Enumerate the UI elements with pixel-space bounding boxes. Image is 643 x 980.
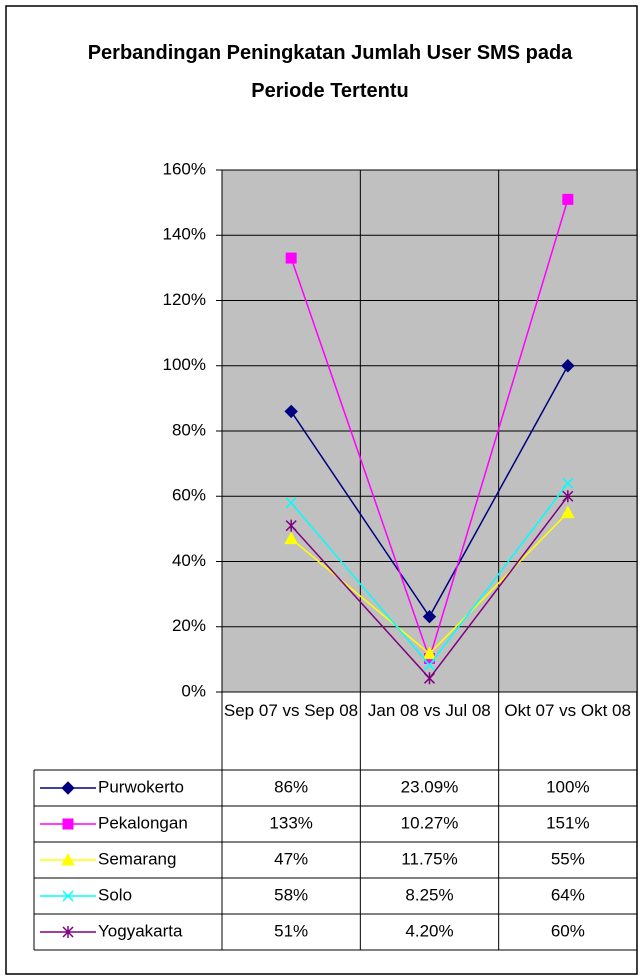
table-value: 64%	[551, 885, 585, 904]
y-tick-label: 0%	[181, 681, 206, 700]
x-tick-label: Okt 07 vs Okt 08	[499, 696, 637, 726]
legend-label: Pekalongan	[98, 813, 188, 832]
y-tick-label: 120%	[163, 290, 206, 309]
table-value: 133%	[269, 813, 312, 832]
table-value: 10.27%	[401, 813, 459, 832]
y-tick-label: 140%	[163, 225, 206, 244]
table-value: 11.75%	[401, 849, 457, 868]
table-value: 55%	[551, 849, 585, 868]
table-value: 47%	[274, 849, 308, 868]
table-value: 86%	[274, 777, 308, 796]
table-value: 151%	[546, 813, 589, 832]
y-tick-label: 80%	[172, 420, 206, 439]
table-value: 4.20%	[405, 921, 453, 940]
y-tick-label: 160%	[163, 159, 206, 178]
x-tick-label: Jan 08 vs Jul 08	[360, 696, 498, 726]
marker	[563, 194, 573, 204]
table-value: 8.25%	[405, 885, 453, 904]
legend-label: Semarang	[98, 849, 176, 868]
chart: 0% 20% 40% 60% 80% 100% 120% 140% 160% Purwokerto…	[0, 0, 643, 980]
legend-label: Solo	[98, 885, 132, 904]
y-tick-label: 100%	[163, 355, 206, 374]
y-tick-label: 60%	[172, 486, 206, 505]
y-tick-label: 20%	[172, 616, 206, 635]
table-value: 58%	[274, 885, 308, 904]
table-value: 23.09%	[401, 777, 459, 796]
y-tick-label: 40%	[172, 551, 206, 570]
legend-label: Yogyakarta	[98, 921, 183, 940]
marker	[63, 819, 73, 829]
chart-page: 0% 20% 40% 60% 80% 100% 120% 140% 160% Purwokerto…	[0, 0, 643, 980]
legend-label: Purwokerto	[98, 777, 184, 796]
chart-title: Perbandingan Peningkatan Jumlah User SMS…	[60, 34, 600, 110]
table-value: 51%	[274, 921, 308, 940]
table-value: 100%	[546, 777, 589, 796]
table-value: 60%	[551, 921, 585, 940]
marker	[286, 253, 296, 263]
x-tick-label: Sep 07 vs Sep 08	[222, 696, 360, 726]
